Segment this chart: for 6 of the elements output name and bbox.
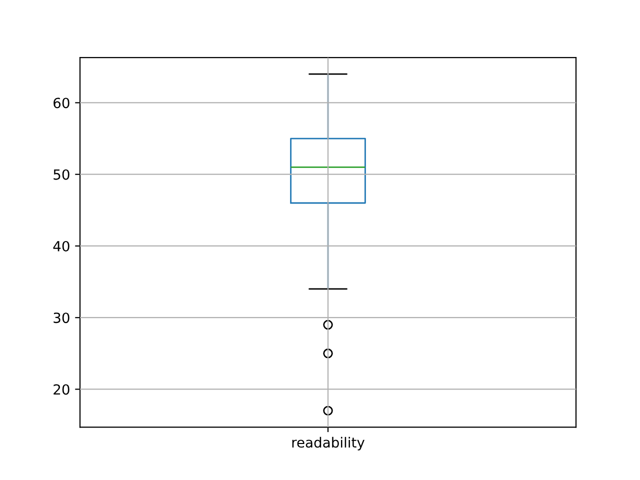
y-tick-label: 20: [54, 384, 70, 395]
y-tick-label: 60: [54, 98, 70, 108]
y-tick-label: 30: [54, 312, 70, 324]
y-tick-label: 40: [53, 240, 70, 252]
y-tick-label: 50: [54, 169, 70, 180]
x-tick-label: readability: [292, 436, 365, 450]
